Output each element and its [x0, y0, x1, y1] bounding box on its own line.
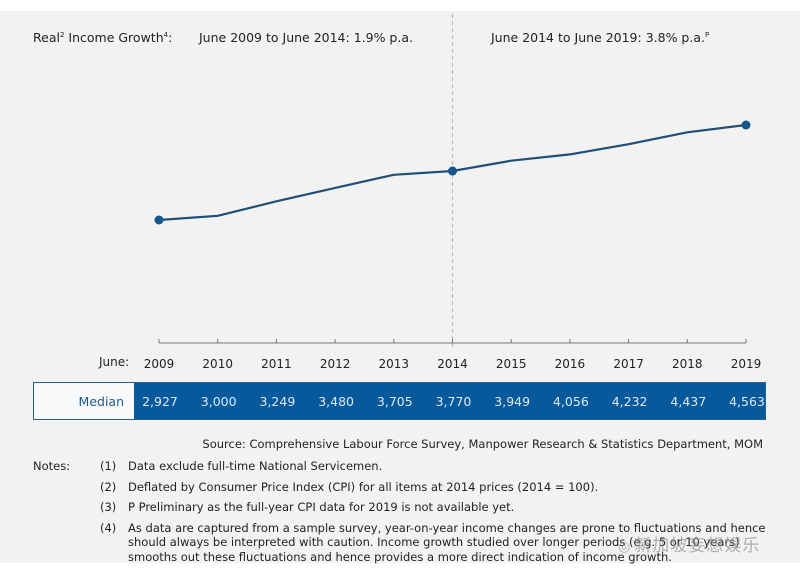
x-tick-label: 2013 [379, 357, 410, 371]
watermark-text: 新加坡妄想娱乐 [634, 536, 761, 556]
footnote-ref: 4 [163, 30, 169, 39]
x-tick-label: 2015 [496, 357, 527, 371]
x-tick-label: 2009 [144, 357, 175, 371]
median-value-cell: 2,927 [142, 393, 178, 409]
note-text: Data exclude full-time National Servicem… [128, 459, 383, 473]
x-tick-label: 2018 [672, 357, 703, 371]
median-row-label: Median [34, 383, 134, 419]
period-2-growth: June 2014 to June 2019: 3.8% p.a.P [491, 30, 709, 45]
median-values-row: 2,927 3,000 3,249 3,480 3,705 3,770 3,949 4,056… [134, 383, 765, 419]
wechat-icon: ◎ [618, 539, 632, 555]
note-number: (2) [100, 479, 117, 494]
median-value-cell: 3,000 [200, 393, 237, 409]
data-point-marker [154, 215, 164, 225]
notes-label: Notes: [33, 459, 71, 473]
title-text: Real [33, 30, 60, 45]
median-value-cell: 3,705 [376, 393, 413, 409]
median-value-cell: 4,056 [552, 393, 589, 409]
note-text: Deflated by Consumer Price Index (CPI) f… [128, 479, 599, 494]
data-point-marker [448, 166, 457, 176]
median-value-cell: 3,770 [435, 393, 472, 409]
chart-panel [0, 11, 800, 563]
title-colon: : [168, 30, 173, 45]
median-value-cell: 4,232 [611, 393, 648, 409]
x-tick-label: 2017 [613, 357, 644, 371]
title-text: Income Growth [64, 30, 164, 45]
median-value-cell: 3,949 [494, 393, 531, 409]
period-1-growth: June 2009 to June 2014: 1.9% p.a. [199, 30, 413, 45]
note-number: (3) [100, 500, 117, 514]
x-tick-label: 2016 [555, 357, 586, 371]
median-value-cell: 3,249 [259, 393, 296, 409]
note-text: P Preliminary as the full-year CPI data … [128, 500, 515, 514]
x-tick-label: 2012 [320, 357, 351, 371]
note-number: (1) [100, 459, 117, 473]
footnote-ref: 2 [59, 30, 65, 39]
chart-title: Real2 Income Growth4: [33, 30, 172, 45]
median-table: Median 2,927 3,000 3,249 3,480 3,705 3,770 3,9… [33, 382, 766, 420]
x-tick-label: 2014 [437, 357, 468, 371]
median-value-cell: 3,480 [318, 393, 354, 409]
x-axis-prefix: June: [99, 355, 130, 369]
x-tick-label: 2010 [202, 357, 233, 371]
data-point-marker [741, 120, 751, 130]
source-note: Source: Comprehensive Labour Force Surve… [202, 437, 763, 451]
median-value-cell: 4,563 [729, 393, 765, 409]
note-text: should always be interpreted with cautio… [128, 535, 740, 549]
note-text: As data are captured from a sample surve… [128, 520, 766, 535]
note-text: smooths out these fluctuations and hence… [128, 549, 672, 564]
median-value-cell: 4,437 [670, 393, 707, 409]
watermark: ◎ 新加坡妄想娱乐 [618, 531, 760, 556]
x-tick-label: 2019 [731, 357, 762, 371]
footnote-ref: P [704, 30, 710, 39]
note-number: (4) [100, 520, 117, 535]
period-2-text: June 2014 to June 2019: 3.8% p.a. [491, 30, 705, 45]
x-tick-label: 2011 [261, 357, 292, 371]
